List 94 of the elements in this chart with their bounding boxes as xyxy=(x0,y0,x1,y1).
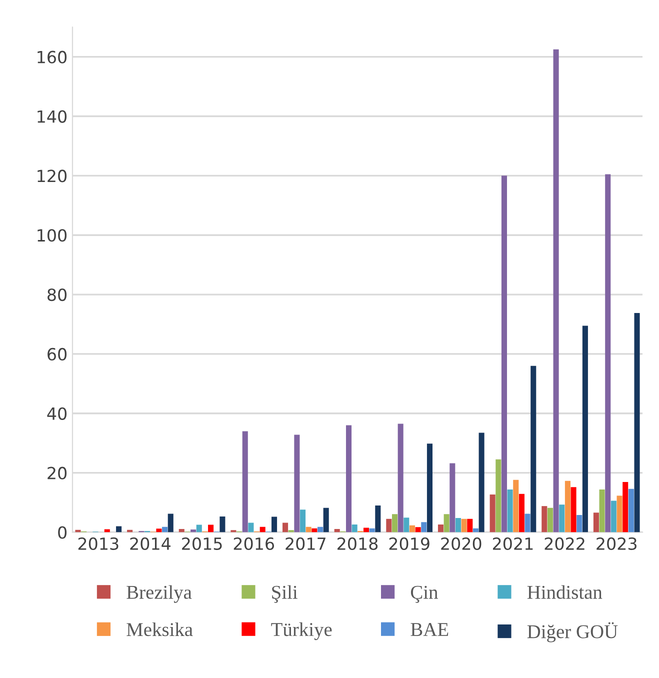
legend-label: Şili xyxy=(272,585,298,603)
bar xyxy=(196,524,202,532)
bar xyxy=(553,49,559,532)
bar xyxy=(208,524,214,532)
y-tick-label: 40 xyxy=(47,407,67,420)
bar xyxy=(501,176,507,532)
bar xyxy=(272,516,278,532)
bar xyxy=(478,432,484,532)
legend-label: BAE xyxy=(410,623,448,636)
bar xyxy=(323,508,329,532)
bar xyxy=(610,500,616,532)
bar xyxy=(634,312,640,532)
bar xyxy=(450,463,456,532)
x-tick-label: 2013 xyxy=(78,537,118,550)
bar xyxy=(317,526,324,532)
bar xyxy=(306,526,312,532)
bar xyxy=(576,514,582,532)
legend-label: Brezilya xyxy=(126,585,192,603)
bar xyxy=(404,518,410,532)
x-tick-label: 2016 xyxy=(234,537,274,550)
bar xyxy=(438,524,444,532)
y-tick-label: 120 xyxy=(38,170,67,182)
bar xyxy=(547,508,553,532)
x-tick-label: 2014 xyxy=(130,537,170,550)
bar xyxy=(507,489,513,532)
bar xyxy=(369,528,375,532)
bar xyxy=(375,505,381,532)
bar xyxy=(312,528,318,532)
bar xyxy=(542,506,548,532)
legend-label: Diğer GOÜ xyxy=(527,622,618,642)
legend-label: Çin xyxy=(410,586,438,603)
legend-label: Meksika xyxy=(126,622,193,636)
y-tick-label: 60 xyxy=(48,348,67,361)
bar xyxy=(294,434,300,532)
bar xyxy=(461,518,467,532)
bar xyxy=(75,530,81,532)
x-tick-label: 2021 xyxy=(492,537,533,550)
bar xyxy=(622,482,628,532)
bar xyxy=(162,526,168,532)
bar xyxy=(490,494,496,532)
bar xyxy=(582,326,588,532)
bar xyxy=(605,174,611,532)
bar xyxy=(467,518,473,532)
bar xyxy=(398,424,404,532)
bar xyxy=(116,526,122,532)
bar xyxy=(530,366,536,532)
bar xyxy=(518,494,524,532)
x-tick-label: 2023 xyxy=(596,537,636,550)
bar xyxy=(616,496,622,532)
y-tick-label: 0 xyxy=(58,526,67,539)
bar xyxy=(472,528,478,532)
bar xyxy=(392,514,398,532)
bar xyxy=(455,518,462,532)
bar xyxy=(524,514,530,532)
bar xyxy=(628,488,634,532)
bar xyxy=(386,518,392,532)
bar xyxy=(599,489,605,532)
bar xyxy=(260,526,266,532)
bar xyxy=(334,528,340,532)
bar xyxy=(178,528,184,532)
x-tick-label: 2019 xyxy=(389,537,430,550)
x-tick-label: 2020 xyxy=(441,537,482,550)
bar xyxy=(564,480,570,532)
y-tick-label: 140 xyxy=(38,110,67,123)
bar xyxy=(248,522,254,532)
bar xyxy=(496,459,502,532)
y-tick-label: 20 xyxy=(48,466,67,480)
bar xyxy=(352,524,358,532)
x-tick-label: 2018 xyxy=(338,537,378,550)
bar xyxy=(409,525,416,532)
bar xyxy=(220,516,226,532)
bar xyxy=(426,444,433,532)
bar xyxy=(156,528,162,532)
bar xyxy=(190,530,196,532)
bar xyxy=(282,522,288,532)
bar xyxy=(593,512,599,532)
bar xyxy=(346,425,352,532)
bar xyxy=(444,514,450,532)
y-tick-label: 80 xyxy=(48,288,67,302)
x-tick-label: 2022 xyxy=(544,537,584,550)
y-tick-label: 160 xyxy=(38,50,67,64)
bar xyxy=(415,527,421,532)
x-tick-label: 2015 xyxy=(182,537,222,550)
bar xyxy=(513,480,519,532)
legend-label: Hindistan xyxy=(527,585,602,599)
bar xyxy=(559,504,565,532)
bar xyxy=(242,431,248,532)
legend-label: Türkiye xyxy=(271,622,332,640)
bar xyxy=(421,522,427,532)
y-tick-label: 100 xyxy=(38,229,67,242)
bar xyxy=(168,514,174,532)
x-tick-label: 2017 xyxy=(286,537,326,550)
bar xyxy=(570,487,576,532)
bar xyxy=(300,510,306,532)
